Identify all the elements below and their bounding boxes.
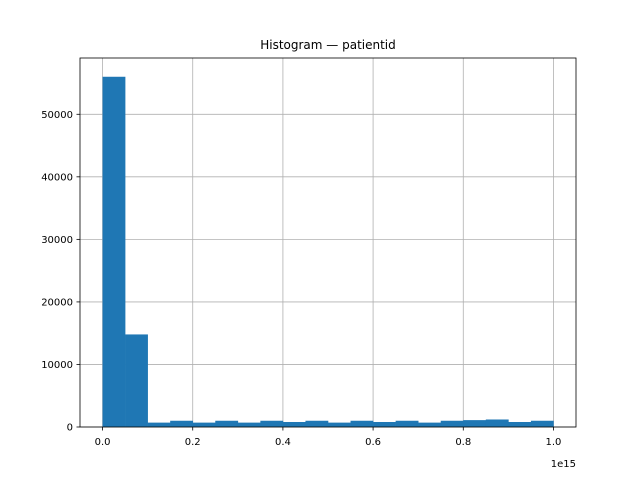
histogram-bar bbox=[530, 420, 554, 427]
histogram-bar bbox=[215, 420, 239, 427]
x-tick-label: 0.8 bbox=[455, 437, 471, 448]
histogram-bar bbox=[373, 421, 396, 427]
histogram-bar bbox=[237, 422, 261, 427]
x-axis-offset-label: 1e15 bbox=[551, 459, 576, 470]
grid-lines bbox=[80, 58, 576, 428]
x-tick-label: 0.0 bbox=[95, 437, 111, 448]
x-tick-label: 0.4 bbox=[275, 437, 291, 448]
x-axis-ticks: 0.0 0.2 0.4 0.6 0.8 1.0 bbox=[95, 427, 562, 448]
histogram-bar bbox=[102, 76, 126, 428]
y-tick-label: 30000 bbox=[41, 235, 73, 246]
histogram-bar bbox=[418, 422, 442, 427]
histogram-bar bbox=[395, 420, 419, 427]
histogram-bar bbox=[305, 420, 329, 427]
histogram-bar bbox=[282, 421, 306, 427]
histogram-bar bbox=[350, 420, 374, 427]
y-tick-label: 0 bbox=[67, 423, 73, 434]
histogram-bar bbox=[508, 421, 532, 427]
axes-frame bbox=[79, 57, 577, 428]
histogram-bar bbox=[147, 422, 171, 427]
x-tick-label: 0.2 bbox=[185, 437, 201, 448]
y-tick-label: 50000 bbox=[41, 110, 73, 121]
histogram-bar bbox=[170, 420, 194, 427]
plot-frame bbox=[79, 57, 577, 428]
y-tick-label: 10000 bbox=[41, 360, 73, 371]
y-tick-label: 40000 bbox=[41, 172, 73, 183]
histogram-bar bbox=[463, 420, 487, 427]
x-tick-label: 0.6 bbox=[365, 437, 381, 448]
histogram-bars bbox=[102, 76, 554, 428]
y-tick-label: 20000 bbox=[41, 297, 73, 308]
histogram-bar bbox=[485, 419, 509, 427]
histogram-bar bbox=[192, 422, 216, 427]
histogram-bar bbox=[440, 420, 464, 427]
y-axis-ticks: 0 10000 20000 30000 40000 50000 bbox=[41, 110, 80, 434]
histogram-bar bbox=[260, 420, 284, 427]
histogram-bar bbox=[328, 422, 351, 427]
chart-title: Histogram — patientid bbox=[260, 38, 396, 52]
histogram-bar bbox=[125, 334, 148, 427]
x-tick-label: 1.0 bbox=[546, 437, 562, 448]
